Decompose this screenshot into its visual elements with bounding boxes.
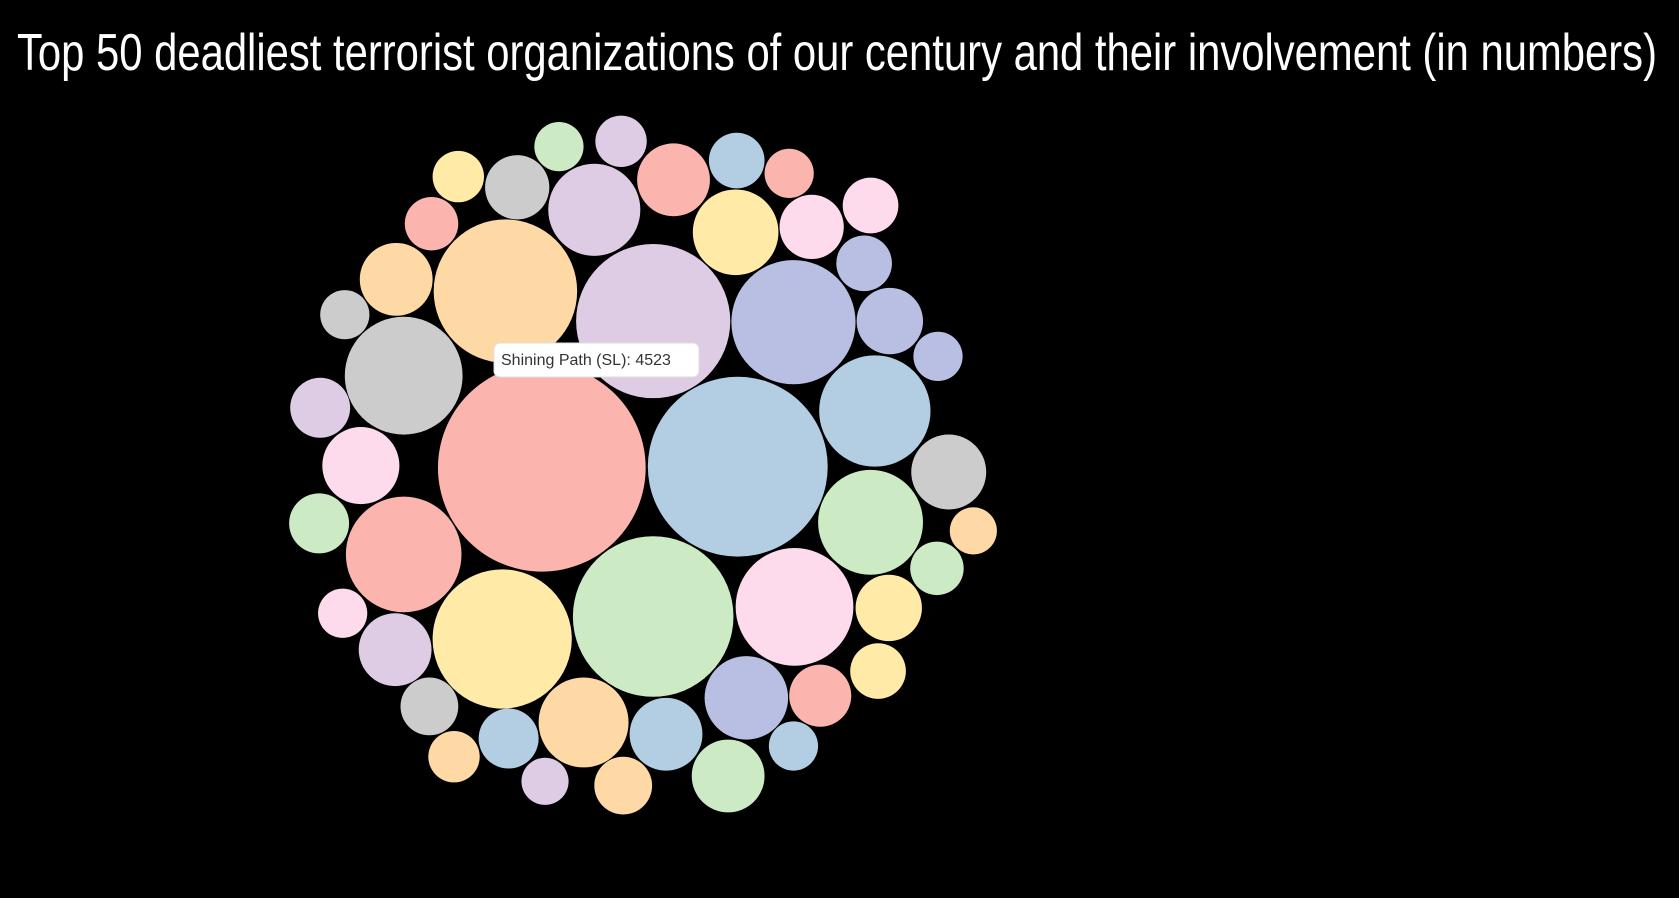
bubble — [572, 536, 734, 697]
bubble — [910, 541, 964, 596]
bubble — [432, 150, 484, 203]
bubble — [485, 155, 550, 220]
chart-title: Top 50 deadliest terrorist organizations… — [17, 24, 1657, 82]
bubble — [856, 287, 924, 355]
bubble — [400, 677, 459, 736]
bubble — [691, 739, 765, 813]
bubble — [836, 235, 892, 292]
bubble — [595, 115, 647, 167]
bubble — [534, 122, 584, 172]
bubble — [647, 376, 828, 557]
bubble — [345, 496, 462, 613]
bubble — [359, 242, 433, 316]
tooltip-label: Shining Path (SL): — [501, 352, 631, 369]
tooltip-value: 4523 — [635, 352, 671, 369]
bubble — [548, 163, 641, 256]
bubble — [322, 427, 400, 505]
bubble — [842, 177, 899, 234]
bubble — [437, 363, 646, 572]
bubble — [913, 331, 963, 382]
bubble — [708, 132, 765, 189]
bubble — [779, 194, 844, 260]
bubble — [344, 316, 463, 435]
bubble — [290, 377, 351, 438]
bubble — [629, 697, 703, 771]
bubble — [692, 189, 779, 276]
tooltip-text: Shining Path (SL): 4523 — [501, 352, 671, 369]
bubble — [318, 588, 368, 638]
bubble — [768, 721, 819, 771]
bubble — [818, 469, 924, 575]
bubble — [358, 613, 432, 687]
bubble — [289, 493, 350, 554]
bubble — [764, 148, 814, 199]
bubble — [433, 219, 578, 363]
tooltip: Shining Path (SL): 4523 — [493, 342, 700, 378]
bubble — [911, 434, 987, 510]
bubble — [819, 355, 931, 467]
bubble — [850, 643, 906, 699]
bubble — [735, 547, 854, 666]
bubble — [478, 708, 539, 769]
tooltip-box — [493, 342, 700, 378]
bubbles — [289, 115, 997, 815]
bubble — [855, 574, 922, 642]
bubble — [637, 143, 710, 217]
bubble — [521, 757, 569, 805]
bubble — [538, 677, 629, 768]
bubble — [432, 569, 572, 709]
bubble — [949, 507, 997, 555]
bubble — [731, 260, 856, 385]
bubble — [404, 196, 459, 251]
bubble — [320, 290, 370, 340]
bubble — [594, 756, 653, 815]
bubble — [789, 664, 852, 727]
bubble — [704, 656, 789, 740]
bubble — [428, 731, 480, 783]
